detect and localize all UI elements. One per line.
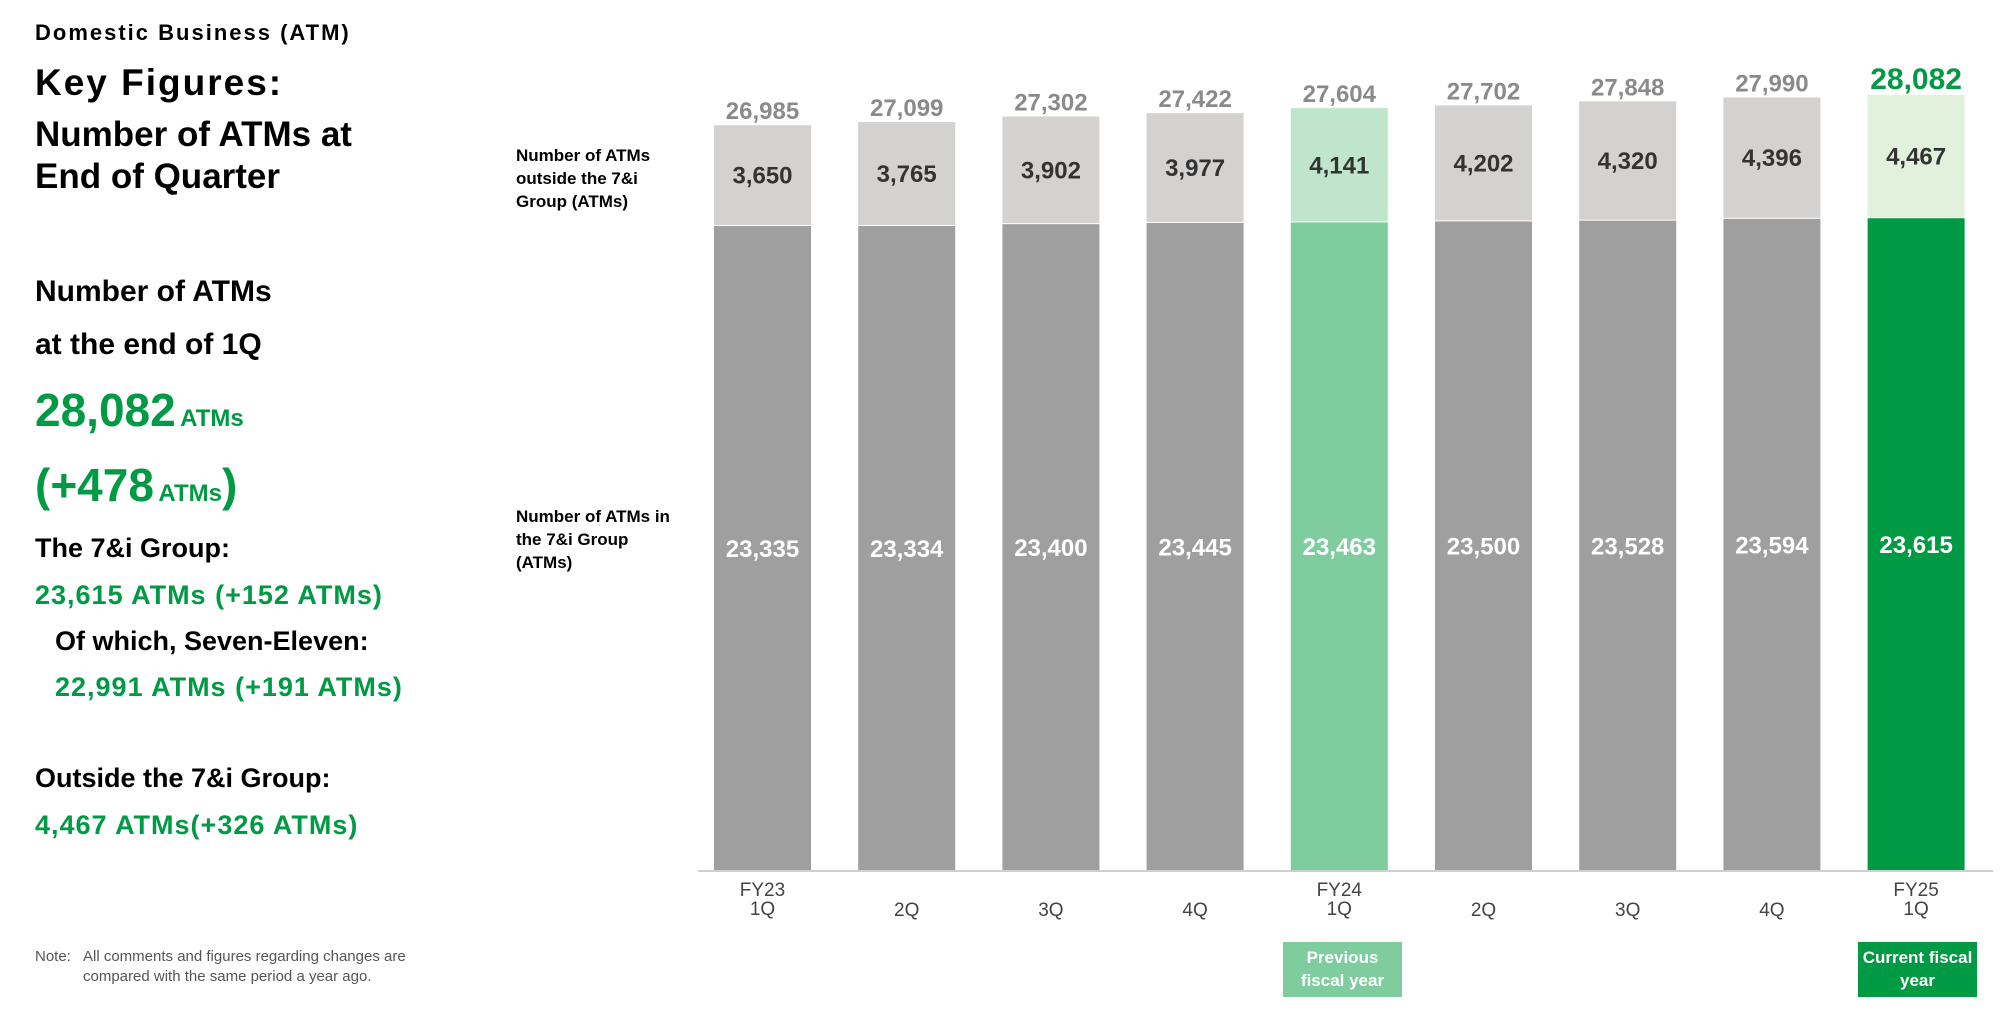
bar-in-group [1002, 224, 1100, 870]
summary-total-unit: ATMs [180, 405, 244, 432]
summary-change-close: ) [221, 459, 238, 511]
bar-in-group [1867, 218, 1965, 870]
data-label-in-group: 23,615 [1879, 532, 1952, 559]
summary-heading-line-1: Number of ATMs [35, 275, 272, 308]
note-line-2: compared with the same period a year ago… [83, 968, 372, 985]
summary-total: 28,082 ATMs [35, 383, 244, 437]
data-label-outside-group: 3,902 [1021, 157, 1081, 184]
x-tick-label: FY24 [1317, 880, 1363, 901]
summary-group-label: The 7&i Group: [35, 533, 230, 563]
summary-outside-value: 4,467 ATMs(+326 ATMs) [35, 810, 359, 840]
x-tick-label: FY23 [740, 880, 785, 901]
bar-in-group [858, 225, 956, 871]
bar-outside-group [1435, 105, 1532, 221]
data-label-in-group: 23,528 [1591, 533, 1664, 560]
summary-change-value: (+478 [35, 459, 154, 511]
bar-outside-group [1867, 94, 1965, 218]
x-tick-label: 4Q [1182, 900, 1207, 921]
data-label-in-group: 23,400 [1014, 535, 1087, 562]
bar-outside-group [1723, 97, 1821, 218]
summary-total-value: 28,082 [35, 384, 176, 436]
data-label-total: 26,985 [726, 98, 799, 125]
x-tick-label: 1Q [750, 899, 775, 920]
bar-in-group [714, 225, 811, 871]
data-label-in-group: 23,500 [1447, 534, 1520, 561]
data-label-total: 27,848 [1591, 74, 1664, 101]
summary-seven-eleven-value: 22,991 ATMs (+191 ATMs) [55, 672, 403, 702]
x-tick-label: 2Q [1471, 900, 1496, 921]
x-tick-label: 3Q [1038, 900, 1063, 921]
x-tick-label: 3Q [1615, 900, 1640, 921]
data-label-outside-group: 4,202 [1453, 150, 1513, 177]
current-fiscal-year-badge: Current fiscal year [1858, 942, 1977, 997]
bar-in-group [1146, 222, 1244, 871]
data-label-total: 27,702 [1447, 78, 1520, 105]
data-label-total: 28,082 [1870, 63, 1962, 96]
bar-in-group [1290, 222, 1388, 870]
summary-heading-line-2: at the end of 1Q [35, 328, 262, 361]
data-label-in-group: 23,463 [1303, 534, 1376, 561]
summary-outside-label: Outside the 7&i Group: [35, 763, 331, 793]
data-label-outside-group: 3,977 [1165, 155, 1225, 182]
x-tick-label: 1Q [1327, 899, 1352, 920]
bar-outside-group [1290, 108, 1388, 222]
bar-outside-group [1146, 113, 1244, 222]
bar-in-group [1723, 218, 1821, 870]
x-tick-label: 2Q [894, 900, 919, 921]
legend-outside-group: Number of ATMs outside the 7&i Group (AT… [516, 146, 651, 211]
data-label-outside-group: 3,765 [877, 161, 937, 188]
x-tick-label: 4Q [1759, 900, 1784, 921]
data-label-total: 27,990 [1735, 70, 1808, 97]
summary-change: (+478 ATMs) [35, 458, 237, 512]
page-title-line-1: Key Figures: [35, 62, 284, 103]
data-label-outside-group: 4,320 [1598, 148, 1658, 175]
bar-outside-group [1002, 116, 1100, 224]
data-label-outside-group: 4,141 [1309, 152, 1369, 179]
data-label-in-group: 23,334 [870, 536, 944, 563]
data-label-total: 27,604 [1303, 81, 1377, 108]
x-tick-label: 1Q [1903, 899, 1928, 920]
note-line-1: All comments and figures regarding chang… [83, 948, 406, 965]
bar-outside-group [714, 125, 811, 225]
data-label-in-group: 23,445 [1158, 534, 1231, 561]
previous-fiscal-year-badge: Previous fiscal year [1283, 942, 1402, 997]
summary-group-value: 23,615 ATMs (+152 ATMs) [35, 580, 383, 610]
x-tick-label: FY25 [1893, 880, 1938, 901]
summary-seven-eleven-label: Of which, Seven-Eleven: [55, 626, 369, 656]
data-label-outside-group: 3,650 [732, 163, 792, 190]
bar-in-group [1435, 221, 1532, 870]
bar-outside-group [858, 122, 956, 225]
section-label: Domestic Business (ATM) [35, 20, 351, 45]
data-label-total: 27,302 [1014, 89, 1087, 116]
page-title-line-2: Number of ATMs at [35, 115, 352, 154]
data-label-total: 27,422 [1158, 86, 1231, 113]
note-label: Note: [35, 948, 71, 965]
data-label-total: 27,099 [870, 95, 943, 122]
bar-outside-group [1579, 101, 1677, 220]
bar-in-group [1579, 220, 1677, 870]
summary-change-unit: ATMs [158, 480, 222, 507]
data-label-in-group: 23,594 [1735, 532, 1809, 559]
legend-in-group: Number of ATMs in the 7&i Group (ATMs) [516, 507, 670, 572]
data-label-outside-group: 4,396 [1742, 145, 1802, 172]
data-label-outside-group: 4,467 [1886, 144, 1946, 171]
data-label-in-group: 23,335 [726, 536, 799, 563]
page-title-line-3: End of Quarter [35, 157, 281, 196]
